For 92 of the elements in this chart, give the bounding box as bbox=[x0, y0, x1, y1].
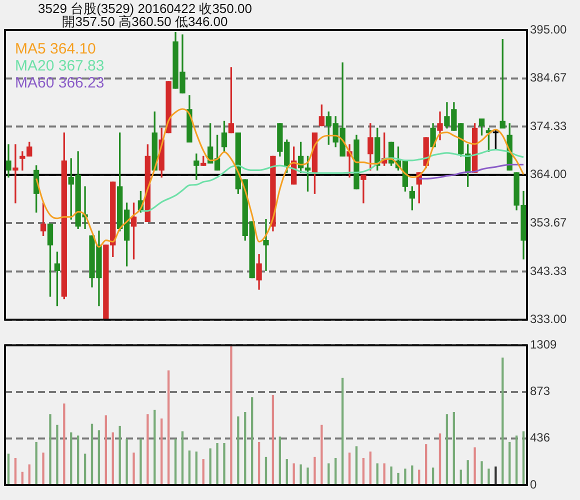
bar bbox=[28, 464, 30, 484]
bar bbox=[230, 346, 232, 484]
bar bbox=[112, 432, 114, 484]
bar bbox=[174, 438, 177, 484]
text: MA20 367.83 bbox=[15, 58, 104, 75]
bar bbox=[432, 468, 434, 484]
bar bbox=[202, 459, 204, 484]
bar bbox=[154, 410, 156, 484]
bar bbox=[466, 460, 469, 484]
bar bbox=[63, 404, 66, 484]
text: MA60 366.23 bbox=[15, 74, 104, 92]
bar bbox=[132, 452, 135, 484]
bar bbox=[369, 452, 372, 484]
bar bbox=[272, 394, 274, 484]
y-tick-label: 333.00 bbox=[530, 312, 568, 326]
bar bbox=[49, 414, 52, 484]
bar bbox=[286, 459, 288, 484]
bar bbox=[258, 442, 260, 484]
bar bbox=[56, 424, 58, 484]
bar bbox=[251, 397, 254, 484]
bar bbox=[98, 430, 100, 484]
bar bbox=[223, 443, 226, 484]
bar bbox=[84, 454, 86, 484]
bar bbox=[515, 436, 518, 484]
bar bbox=[397, 472, 400, 484]
bar bbox=[411, 465, 414, 484]
bar bbox=[328, 463, 330, 484]
bar bbox=[390, 466, 392, 484]
bar bbox=[306, 468, 309, 484]
bar bbox=[348, 452, 351, 484]
bar bbox=[300, 464, 302, 484]
bar bbox=[383, 463, 386, 484]
bar bbox=[362, 458, 365, 484]
bar bbox=[425, 444, 428, 484]
bar bbox=[104, 415, 107, 484]
bar bbox=[188, 450, 191, 484]
bar bbox=[181, 431, 184, 484]
bar bbox=[376, 463, 378, 484]
y-tick-label: 364.00 bbox=[530, 167, 568, 182]
bar bbox=[320, 424, 323, 484]
chart-title: 3529 台股(3529) 20160422 收350.00 bbox=[37, 1, 253, 16]
bar bbox=[418, 470, 420, 484]
bar bbox=[160, 418, 163, 484]
bar bbox=[314, 456, 316, 484]
bar bbox=[452, 412, 455, 484]
bar bbox=[480, 461, 483, 484]
y-tick-label: 374.33 bbox=[530, 118, 568, 133]
candlestick bbox=[263, 218, 269, 272]
bar bbox=[502, 358, 504, 484]
bar bbox=[35, 442, 38, 484]
bar bbox=[90, 424, 94, 484]
bar bbox=[446, 414, 448, 484]
bar bbox=[118, 426, 121, 484]
bar bbox=[7, 454, 10, 484]
bar bbox=[237, 416, 240, 484]
bar bbox=[438, 433, 442, 484]
bar bbox=[494, 466, 497, 484]
y-tick-label: 436 bbox=[530, 430, 550, 445]
y-tick-label: 395.00 bbox=[530, 22, 568, 36]
bar bbox=[209, 448, 212, 484]
bar bbox=[167, 370, 170, 484]
bar bbox=[474, 447, 476, 484]
bar bbox=[460, 470, 462, 484]
y-tick-label: 353.67 bbox=[530, 215, 568, 230]
bar bbox=[264, 456, 268, 484]
bar bbox=[126, 438, 128, 484]
y-tick-label: 0 bbox=[530, 477, 537, 492]
bar bbox=[334, 458, 337, 484]
bar bbox=[77, 436, 80, 484]
bar bbox=[292, 463, 295, 484]
bar bbox=[70, 432, 72, 484]
candlestick bbox=[12, 144, 18, 204]
bar bbox=[146, 414, 149, 484]
bar bbox=[341, 378, 344, 484]
bar bbox=[488, 468, 490, 484]
bar bbox=[216, 443, 218, 484]
y-tick-label: 343.33 bbox=[530, 264, 568, 278]
bar bbox=[278, 436, 281, 484]
y-tick-label: 384.67 bbox=[530, 70, 568, 85]
bar bbox=[404, 468, 406, 484]
bar bbox=[522, 431, 525, 484]
bar bbox=[140, 438, 142, 484]
text: MA5 364.10 bbox=[15, 40, 96, 58]
bar bbox=[244, 412, 246, 484]
candlestick bbox=[360, 174, 366, 204]
bar bbox=[355, 446, 358, 484]
y-tick-label: 873 bbox=[530, 384, 550, 398]
bar bbox=[508, 442, 511, 484]
bar bbox=[14, 458, 17, 484]
y-tick-label: 1309 bbox=[530, 338, 558, 352]
bar bbox=[195, 452, 198, 484]
bar bbox=[42, 452, 44, 484]
